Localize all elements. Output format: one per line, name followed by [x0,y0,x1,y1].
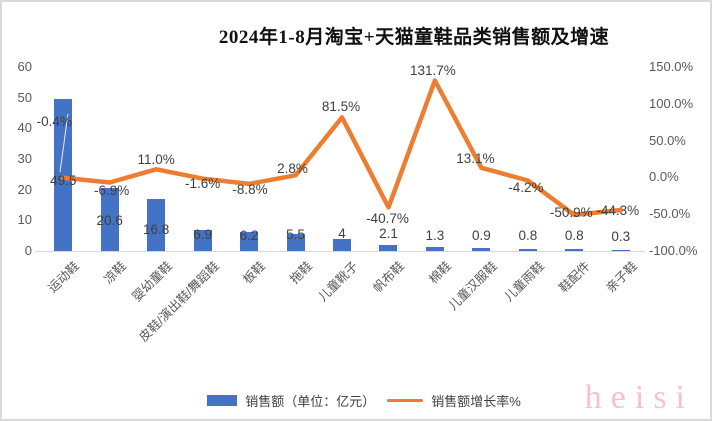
y-axis-left-tick: 30 [17,151,32,166]
bar-series-swatch [207,395,238,406]
legend-item-growth: 销售额增长率% [387,391,521,410]
bar-value-label: 0.9 [471,227,491,243]
growth-value-label: -8.8% [232,182,268,198]
bar-value-label: 4 [338,225,346,241]
watermark: heisi [584,379,694,416]
growth-value-label: 11.0% [137,151,175,167]
bar-帆布鞋 [379,244,398,251]
bar-拖鞋 [286,234,305,251]
bar-value-label: 0.8 [564,227,584,243]
bar-value-label: 16.8 [143,221,170,237]
growth-value-label: -50.9% [549,205,593,221]
line-series-swatch [387,398,424,403]
growth-value-label: 81.5% [321,98,361,114]
y-axis-left-tick: 50 [17,89,32,105]
growth-value-label: -0.4% [36,114,72,130]
y-axis-left-tick: 10 [17,212,32,228]
growth-value-label: 2.8% [277,160,308,176]
bar-皮鞋/演出鞋/舞蹈鞋 [193,229,212,251]
bar-value-label: 49.5 [50,172,77,188]
legend-label-sales: 销售额（单位：亿元） [245,394,376,409]
y-axis-right-tick: 100.0% [649,95,694,111]
growth-value-label: -44.3% [596,202,640,218]
bar-value-label: 1.3 [425,227,445,243]
bar-value-label: 6.9 [193,226,212,242]
y-axis-left-tick: 40 [17,120,32,136]
y-axis-right-tick: 50.0% [649,132,686,148]
growth-value-label: -1.6% [184,176,221,192]
bar-鞋配件 [565,248,584,251]
x-axis-line [35,251,645,252]
bar-儿童汉服鞋 [472,248,491,251]
growth-value-label: -40.7% [366,210,409,226]
y-axis-right-tick: 0.0% [649,169,679,185]
legend-label-growth: 销售额增长率% [431,394,521,409]
legend: 销售额（单位：亿元） 销售额增长率% [2,391,710,410]
y-axis-right-tick: -50.0% [649,206,691,222]
y-axis-left-tick: 20 [17,181,32,197]
bar-棉鞋 [425,247,444,251]
growth-value-label: 13.1% [456,151,495,167]
bar-儿童靴子 [333,238,351,251]
growth-value-label: 131.7% [410,62,456,78]
bar-value-label: 6.2 [239,227,259,243]
bar-value-label: 20.6 [96,212,123,228]
bar-value-label: 0.3 [611,228,631,244]
bar-value-label: 5.5 [286,226,305,242]
bar-value-label: 0.8 [518,227,538,243]
y-axis-left-tick: 60 [17,59,32,74]
bar-亲子鞋 [611,250,630,252]
y-axis-right-tick: 150.0% [649,59,694,74]
y-axis-left-tick: 0 [24,243,32,258]
bar-value-label: 2.1 [379,225,398,241]
chart-title: 2024年1-8月淘宝+天猫童鞋品类销售额及增速 [218,27,610,48]
growth-value-label: -6.9% [94,182,130,198]
bar-儿童雨鞋 [518,248,537,251]
y-axis-right-tick: -100.0% [649,243,698,258]
growth-value-label: -4.2% [508,179,544,195]
legend-item-sales: 销售额（单位：亿元） [207,391,375,410]
bar-板鞋 [240,231,259,251]
